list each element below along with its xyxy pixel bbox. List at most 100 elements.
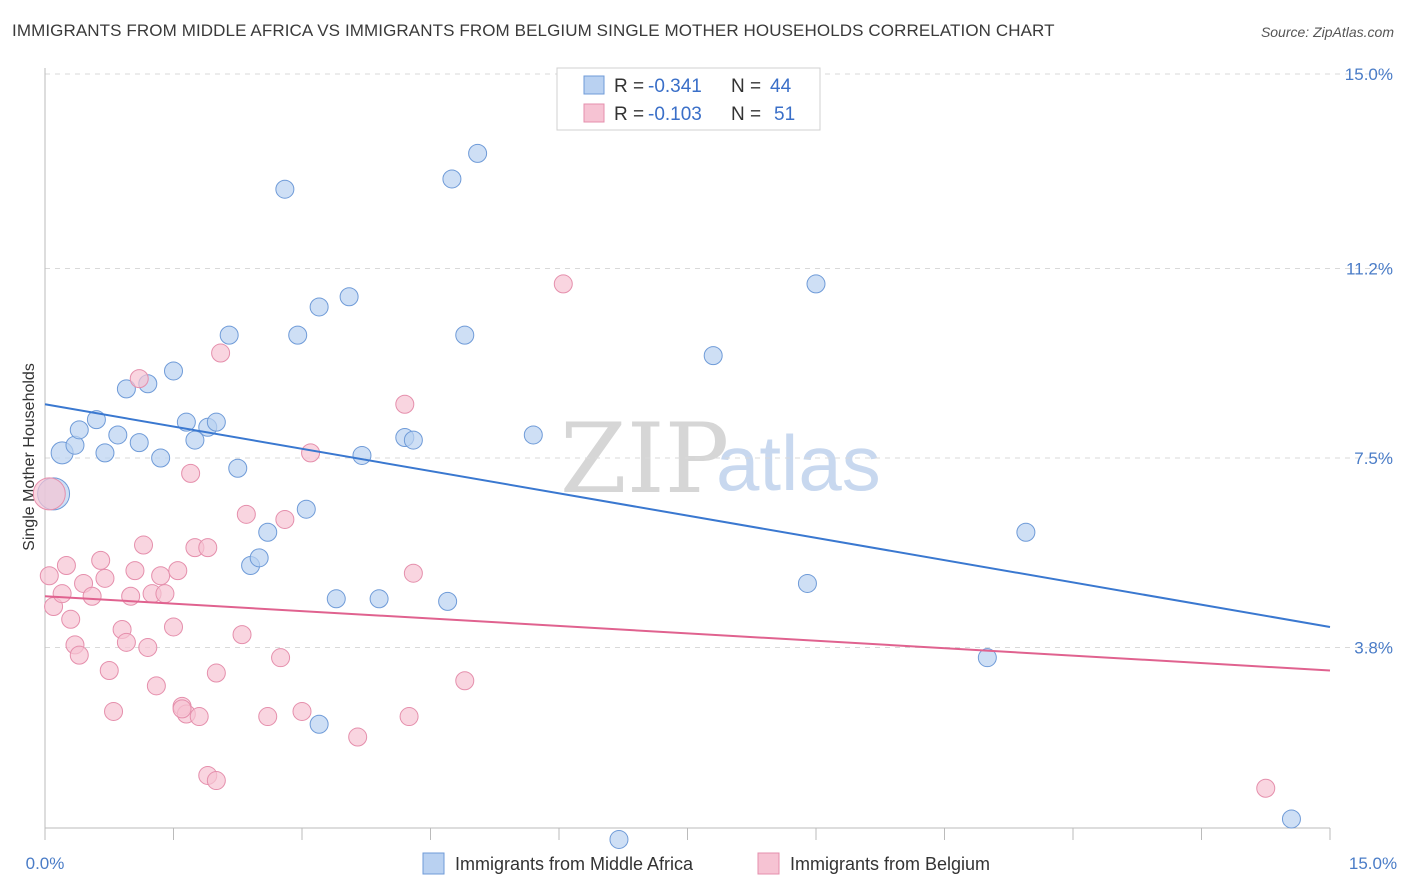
data-point [348, 727, 368, 747]
legend-r-value-pink: -0.103 [648, 104, 702, 125]
data-point [219, 325, 239, 345]
trend-lines [44, 403, 1331, 672]
data-point [206, 412, 226, 432]
data-point [403, 563, 423, 583]
data-point [181, 463, 201, 483]
data-point [138, 637, 158, 657]
data-point [99, 660, 119, 680]
data-point [292, 701, 312, 721]
data-point [116, 379, 136, 399]
data-point [1256, 778, 1276, 798]
data-point [403, 430, 423, 450]
data-point [1281, 809, 1301, 829]
legend-r-label-blue: R = [614, 76, 644, 97]
data-point [977, 648, 997, 668]
data-point [236, 504, 256, 524]
y-axis-label: Single Mother Households [21, 363, 38, 551]
data-point [369, 589, 389, 609]
data-point [232, 625, 252, 645]
data-point [352, 445, 372, 465]
data-point [326, 589, 346, 609]
data-point [168, 561, 188, 581]
data-point [228, 458, 248, 478]
data-point [703, 346, 723, 366]
data-point [155, 584, 175, 604]
data-point [609, 829, 629, 849]
data-point [32, 477, 66, 511]
data-point [438, 591, 458, 611]
series-legend: Immigrants from Middle Africa Immigrants… [422, 852, 990, 875]
data-point [151, 448, 171, 468]
data-point [258, 707, 278, 727]
data-point [309, 297, 329, 317]
legend-label-middle-africa: Immigrants from Middle Africa [455, 854, 694, 874]
data-point [296, 499, 316, 519]
data-point [806, 274, 826, 294]
data-point [301, 443, 321, 463]
data-point [309, 714, 329, 734]
data-point [395, 394, 415, 414]
data-point [39, 566, 59, 586]
data-point [69, 420, 89, 440]
data-point [455, 671, 475, 691]
data-point [399, 707, 419, 727]
y-tick-label: 11.2% [1346, 260, 1393, 279]
source-credit: Source: ZipAtlas.com [1260, 24, 1394, 40]
data-point [553, 274, 573, 294]
data-point [164, 617, 183, 637]
data-point [288, 325, 308, 345]
data-point [61, 609, 81, 629]
data-point [189, 707, 209, 727]
data-point [258, 522, 278, 542]
data-point [442, 169, 462, 189]
trend-line [44, 403, 1331, 628]
legend-n-label-blue: N = [731, 76, 761, 97]
legend-swatch-pink [583, 103, 605, 123]
data-point [164, 361, 183, 381]
data-point [151, 566, 171, 586]
legend-n-label-pink: N = [731, 104, 761, 125]
data-point [95, 443, 115, 463]
data-point [82, 586, 102, 606]
data-point [797, 573, 817, 593]
data-point [176, 412, 196, 432]
data-point [129, 433, 149, 453]
legend-swatch-belgium [757, 852, 780, 875]
x-tick-label-min: 0.0% [26, 854, 65, 873]
data-point [108, 425, 128, 445]
data-point [56, 556, 76, 576]
data-point [206, 771, 226, 791]
stats-legend: R = -0.341 N = 44 R = -0.103 N = 51 [556, 67, 821, 131]
data-point [198, 538, 218, 558]
data-point [339, 287, 359, 307]
data-point [125, 561, 145, 581]
x-tick-label-max: 15.0% [1349, 854, 1397, 873]
y-axis-ticks: 3.8% 7.5% 11.2% 15.0% [1345, 65, 1393, 657]
y-tick-label: 15.0% [1345, 65, 1393, 84]
data-point [172, 699, 192, 719]
data-point [146, 676, 166, 696]
legend-swatch-blue [583, 75, 605, 95]
data-point [104, 701, 124, 721]
data-point [1016, 522, 1036, 542]
watermark-atlas: atlas [716, 419, 881, 507]
legend-r-label-pink: R = [614, 104, 644, 125]
data-point [91, 550, 111, 570]
series-belgium [32, 274, 1276, 798]
data-point [116, 632, 136, 652]
legend-n-value-pink: 51 [774, 104, 795, 125]
data-point [275, 179, 295, 199]
legend-swatch-middle-africa [422, 852, 445, 875]
watermark-zip: ZIP [560, 403, 729, 515]
data-point [468, 143, 488, 163]
data-point [86, 410, 106, 430]
data-point [271, 648, 291, 668]
chart-title: IMMIGRANTS FROM MIDDLE AFRICA VS IMMIGRA… [12, 21, 1055, 40]
legend-label-belgium: Immigrants from Belgium [790, 854, 990, 874]
data-point [129, 369, 149, 389]
data-point [455, 325, 475, 345]
data-point [523, 425, 543, 445]
x-axis-tick-marks [44, 828, 1331, 840]
data-point [211, 343, 231, 363]
